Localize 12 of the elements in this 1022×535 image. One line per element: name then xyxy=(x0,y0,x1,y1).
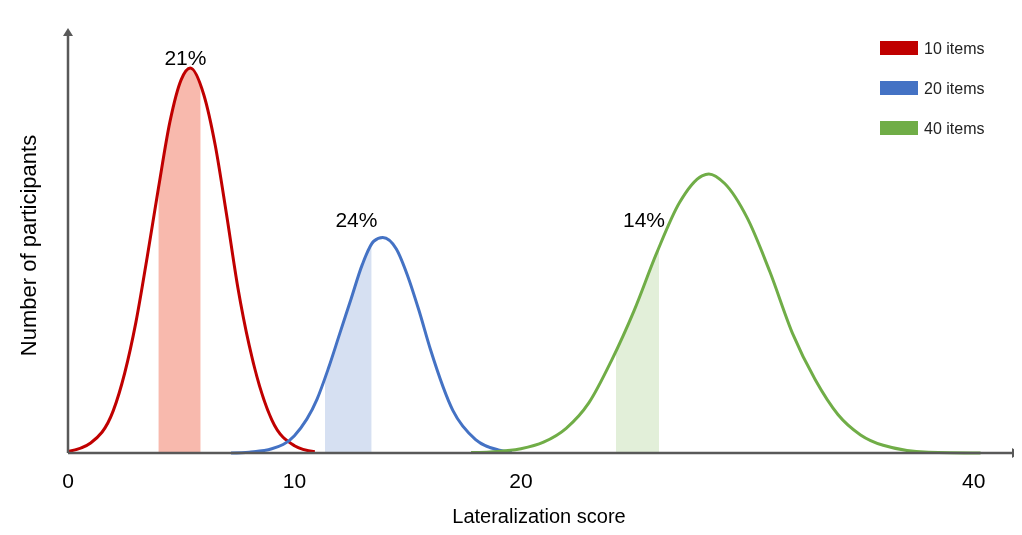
x-tick-label: 20 xyxy=(509,469,533,492)
annotation: 14% xyxy=(622,208,666,232)
annotation: 21% xyxy=(164,46,207,70)
legend-label: 20 items xyxy=(924,80,985,97)
x-tick-label: 0 xyxy=(62,469,74,492)
x-tick-label: 10 xyxy=(282,469,307,492)
x-axis-title: Lateralization score xyxy=(452,505,626,527)
legend-label: 40 items xyxy=(924,120,985,137)
y-axis-title: Number of participants xyxy=(16,134,41,357)
legend-label: 10 items xyxy=(924,40,985,57)
annotation: 24% xyxy=(335,208,378,232)
x-tick-label: 40 xyxy=(962,469,986,492)
